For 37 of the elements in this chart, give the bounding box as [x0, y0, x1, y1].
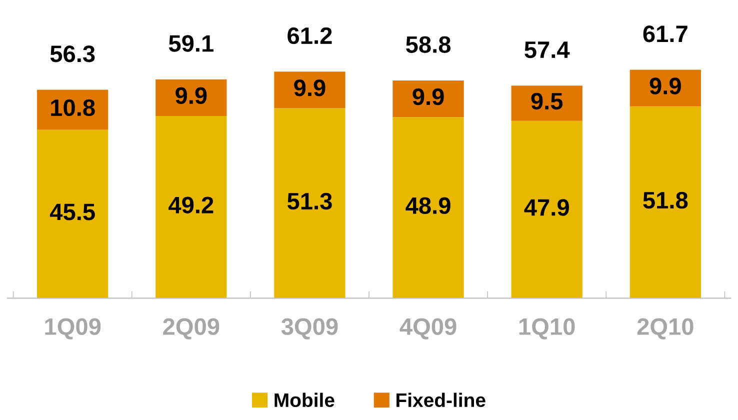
total-label: 61.2	[288, 27, 332, 44]
legend-label: Fixed-line	[396, 392, 486, 408]
x-tick-label: 2Q09	[163, 318, 220, 340]
total-label: 56.3	[50, 45, 95, 62]
bar	[392, 80, 464, 118]
data-label: 9.9	[412, 88, 444, 106]
total-label: 57.4	[524, 42, 570, 58]
data-label: 45.5	[50, 204, 95, 220]
bar	[630, 106, 701, 298]
legend-label: Mobile	[274, 392, 334, 408]
bar	[37, 130, 108, 298]
total-label: 61.7	[643, 25, 688, 42]
data-label: 51.3	[287, 192, 332, 210]
x-tick-label: 1Q10	[519, 318, 575, 340]
x-tick-label: 2Q10	[637, 318, 694, 340]
total-label: 58.8	[406, 36, 451, 53]
bar	[392, 117, 464, 298]
data-label: 9.5	[531, 92, 563, 110]
data-label: 10.8	[51, 99, 95, 116]
data-label: 9.9	[294, 80, 326, 96]
bar	[511, 86, 582, 121]
x-tick-label: 3Q09	[281, 318, 338, 340]
total-label: 59.1	[168, 35, 214, 52]
bar	[156, 116, 227, 298]
bar	[156, 79, 227, 116]
bar	[274, 72, 346, 108]
bar	[511, 120, 582, 298]
x-tick-label: 4Q09	[400, 318, 456, 340]
data-label: 51.8	[643, 192, 688, 209]
x-tick-label: 1Q09	[45, 318, 101, 340]
bar	[630, 70, 701, 106]
bar	[274, 108, 346, 298]
data-label: 48.9	[406, 197, 450, 214]
data-label: 47.9	[524, 199, 569, 216]
data-label: 49.2	[168, 196, 214, 214]
data-label: 9.9	[176, 87, 207, 104]
data-label: 9.9	[650, 78, 681, 94]
